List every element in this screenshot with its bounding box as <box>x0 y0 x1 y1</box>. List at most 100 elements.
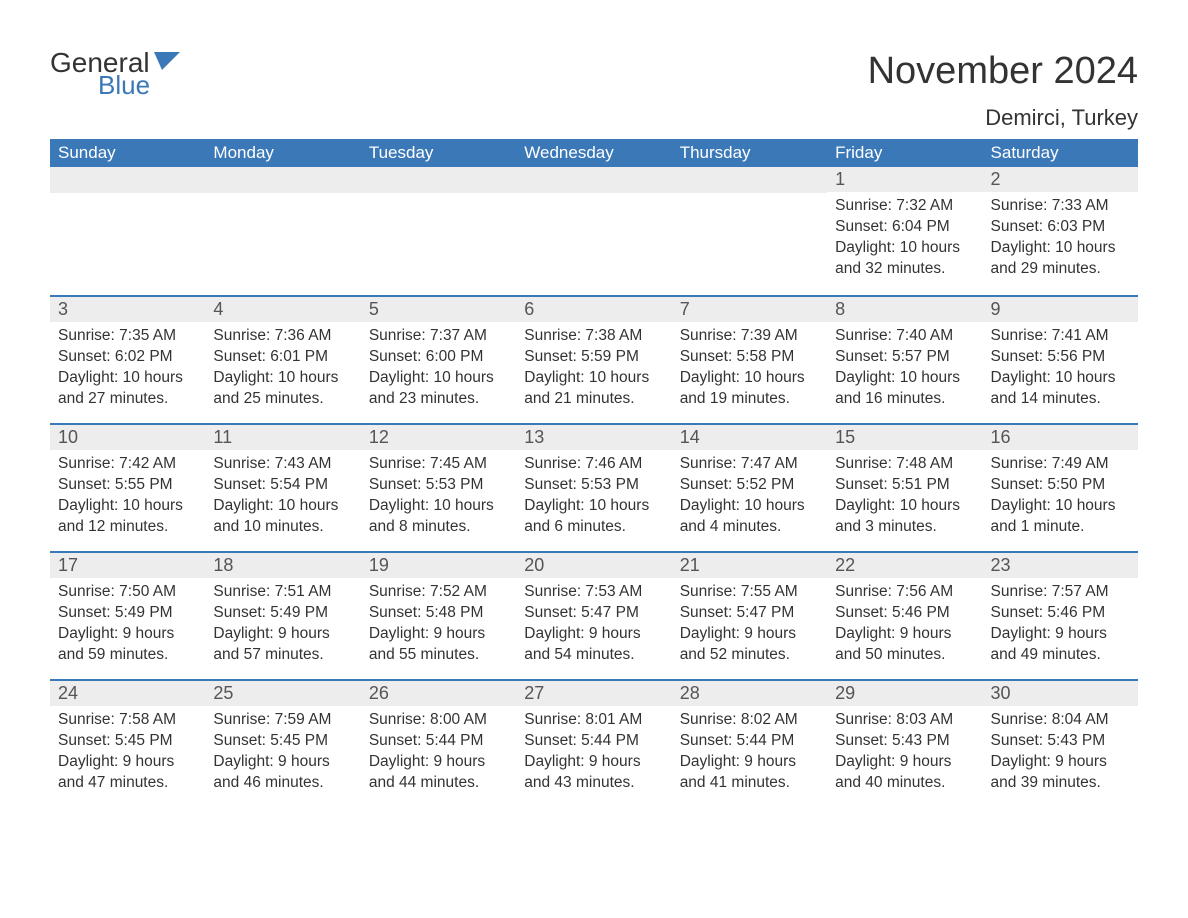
calendar-day-cell <box>205 167 360 295</box>
calendar-day-cell: 26Sunrise: 8:00 AMSunset: 5:44 PMDayligh… <box>361 679 516 807</box>
day-number: 2 <box>983 167 1138 192</box>
day-details: Sunrise: 8:04 AMSunset: 5:43 PMDaylight:… <box>983 706 1138 804</box>
calendar-day-cell: 23Sunrise: 7:57 AMSunset: 5:46 PMDayligh… <box>983 551 1138 679</box>
day-details: Sunrise: 7:40 AMSunset: 5:57 PMDaylight:… <box>827 322 982 420</box>
calendar-day-cell <box>516 167 671 295</box>
day-details: Sunrise: 7:36 AMSunset: 6:01 PMDaylight:… <box>205 322 360 420</box>
logo: General Blue <box>50 50 180 97</box>
calendar-day-cell: 15Sunrise: 7:48 AMSunset: 5:51 PMDayligh… <box>827 423 982 551</box>
logo-flag-icon <box>154 52 180 73</box>
day-number: 10 <box>50 423 205 450</box>
day-number: 23 <box>983 551 1138 578</box>
day-number: 24 <box>50 679 205 706</box>
day-number: 28 <box>672 679 827 706</box>
day-number <box>516 167 671 193</box>
weekday-header: Friday <box>827 139 982 167</box>
weekday-header: Monday <box>205 139 360 167</box>
calendar-day-cell: 21Sunrise: 7:55 AMSunset: 5:47 PMDayligh… <box>672 551 827 679</box>
day-number: 11 <box>205 423 360 450</box>
day-details: Sunrise: 7:46 AMSunset: 5:53 PMDaylight:… <box>516 450 671 548</box>
weekday-header: Sunday <box>50 139 205 167</box>
day-details: Sunrise: 7:55 AMSunset: 5:47 PMDaylight:… <box>672 578 827 676</box>
day-number: 25 <box>205 679 360 706</box>
calendar-day-cell: 3Sunrise: 7:35 AMSunset: 6:02 PMDaylight… <box>50 295 205 423</box>
calendar-day-cell: 10Sunrise: 7:42 AMSunset: 5:55 PMDayligh… <box>50 423 205 551</box>
calendar-day-cell: 12Sunrise: 7:45 AMSunset: 5:53 PMDayligh… <box>361 423 516 551</box>
day-number: 9 <box>983 295 1138 322</box>
day-details: Sunrise: 8:02 AMSunset: 5:44 PMDaylight:… <box>672 706 827 804</box>
day-number: 8 <box>827 295 982 322</box>
day-number <box>50 167 205 193</box>
calendar-day-cell: 24Sunrise: 7:58 AMSunset: 5:45 PMDayligh… <box>50 679 205 807</box>
day-number: 21 <box>672 551 827 578</box>
day-details: Sunrise: 7:53 AMSunset: 5:47 PMDaylight:… <box>516 578 671 676</box>
calendar-day-cell: 13Sunrise: 7:46 AMSunset: 5:53 PMDayligh… <box>516 423 671 551</box>
calendar-header-row: SundayMondayTuesdayWednesdayThursdayFrid… <box>50 139 1138 167</box>
day-details: Sunrise: 7:45 AMSunset: 5:53 PMDaylight:… <box>361 450 516 548</box>
calendar-week-row: 1Sunrise: 7:32 AMSunset: 6:04 PMDaylight… <box>50 167 1138 295</box>
logo-word-blue: Blue <box>98 73 180 98</box>
day-details: Sunrise: 7:41 AMSunset: 5:56 PMDaylight:… <box>983 322 1138 420</box>
day-details: Sunrise: 7:32 AMSunset: 6:04 PMDaylight:… <box>827 192 982 290</box>
day-number: 26 <box>361 679 516 706</box>
calendar-day-cell: 8Sunrise: 7:40 AMSunset: 5:57 PMDaylight… <box>827 295 982 423</box>
day-details: Sunrise: 7:52 AMSunset: 5:48 PMDaylight:… <box>361 578 516 676</box>
calendar-day-cell: 5Sunrise: 7:37 AMSunset: 6:00 PMDaylight… <box>361 295 516 423</box>
day-number: 30 <box>983 679 1138 706</box>
day-number: 17 <box>50 551 205 578</box>
calendar-day-cell: 16Sunrise: 7:49 AMSunset: 5:50 PMDayligh… <box>983 423 1138 551</box>
day-number: 15 <box>827 423 982 450</box>
calendar-week-row: 3Sunrise: 7:35 AMSunset: 6:02 PMDaylight… <box>50 295 1138 423</box>
calendar-table: SundayMondayTuesdayWednesdayThursdayFrid… <box>50 139 1138 807</box>
calendar-day-cell: 9Sunrise: 7:41 AMSunset: 5:56 PMDaylight… <box>983 295 1138 423</box>
day-details: Sunrise: 7:47 AMSunset: 5:52 PMDaylight:… <box>672 450 827 548</box>
logo-text: General Blue <box>50 50 180 97</box>
day-number: 18 <box>205 551 360 578</box>
day-number: 5 <box>361 295 516 322</box>
day-details: Sunrise: 7:57 AMSunset: 5:46 PMDaylight:… <box>983 578 1138 676</box>
calendar-day-cell: 7Sunrise: 7:39 AMSunset: 5:58 PMDaylight… <box>672 295 827 423</box>
day-details: Sunrise: 7:48 AMSunset: 5:51 PMDaylight:… <box>827 450 982 548</box>
day-number: 20 <box>516 551 671 578</box>
weekday-header: Tuesday <box>361 139 516 167</box>
day-details: Sunrise: 8:03 AMSunset: 5:43 PMDaylight:… <box>827 706 982 804</box>
calendar-day-cell: 11Sunrise: 7:43 AMSunset: 5:54 PMDayligh… <box>205 423 360 551</box>
day-details: Sunrise: 7:42 AMSunset: 5:55 PMDaylight:… <box>50 450 205 548</box>
day-number <box>205 167 360 193</box>
calendar-day-cell: 25Sunrise: 7:59 AMSunset: 5:45 PMDayligh… <box>205 679 360 807</box>
day-number: 16 <box>983 423 1138 450</box>
day-number: 13 <box>516 423 671 450</box>
day-number <box>361 167 516 193</box>
calendar-day-cell <box>672 167 827 295</box>
calendar-day-cell: 18Sunrise: 7:51 AMSunset: 5:49 PMDayligh… <box>205 551 360 679</box>
day-details: Sunrise: 7:58 AMSunset: 5:45 PMDaylight:… <box>50 706 205 804</box>
calendar-day-cell <box>361 167 516 295</box>
location-label: Demirci, Turkey <box>868 105 1138 131</box>
day-number: 12 <box>361 423 516 450</box>
calendar-day-cell: 20Sunrise: 7:53 AMSunset: 5:47 PMDayligh… <box>516 551 671 679</box>
day-details: Sunrise: 7:33 AMSunset: 6:03 PMDaylight:… <box>983 192 1138 290</box>
day-number: 29 <box>827 679 982 706</box>
day-number: 7 <box>672 295 827 322</box>
calendar-day-cell <box>50 167 205 295</box>
header: General Blue November 2024 Demirci, Turk… <box>50 50 1138 131</box>
month-title: November 2024 <box>868 50 1138 93</box>
day-number <box>672 167 827 193</box>
calendar-day-cell: 6Sunrise: 7:38 AMSunset: 5:59 PMDaylight… <box>516 295 671 423</box>
calendar-day-cell: 1Sunrise: 7:32 AMSunset: 6:04 PMDaylight… <box>827 167 982 295</box>
day-number: 6 <box>516 295 671 322</box>
calendar-day-cell: 29Sunrise: 8:03 AMSunset: 5:43 PMDayligh… <box>827 679 982 807</box>
day-details: Sunrise: 7:38 AMSunset: 5:59 PMDaylight:… <box>516 322 671 420</box>
weekday-header: Thursday <box>672 139 827 167</box>
day-number: 1 <box>827 167 982 192</box>
day-number: 4 <box>205 295 360 322</box>
calendar-day-cell: 19Sunrise: 7:52 AMSunset: 5:48 PMDayligh… <box>361 551 516 679</box>
day-number: 27 <box>516 679 671 706</box>
day-details: Sunrise: 8:00 AMSunset: 5:44 PMDaylight:… <box>361 706 516 804</box>
day-details: Sunrise: 7:43 AMSunset: 5:54 PMDaylight:… <box>205 450 360 548</box>
weekday-header: Wednesday <box>516 139 671 167</box>
day-details: Sunrise: 7:59 AMSunset: 5:45 PMDaylight:… <box>205 706 360 804</box>
calendar-day-cell: 28Sunrise: 8:02 AMSunset: 5:44 PMDayligh… <box>672 679 827 807</box>
day-details: Sunrise: 7:37 AMSunset: 6:00 PMDaylight:… <box>361 322 516 420</box>
calendar-day-cell: 14Sunrise: 7:47 AMSunset: 5:52 PMDayligh… <box>672 423 827 551</box>
